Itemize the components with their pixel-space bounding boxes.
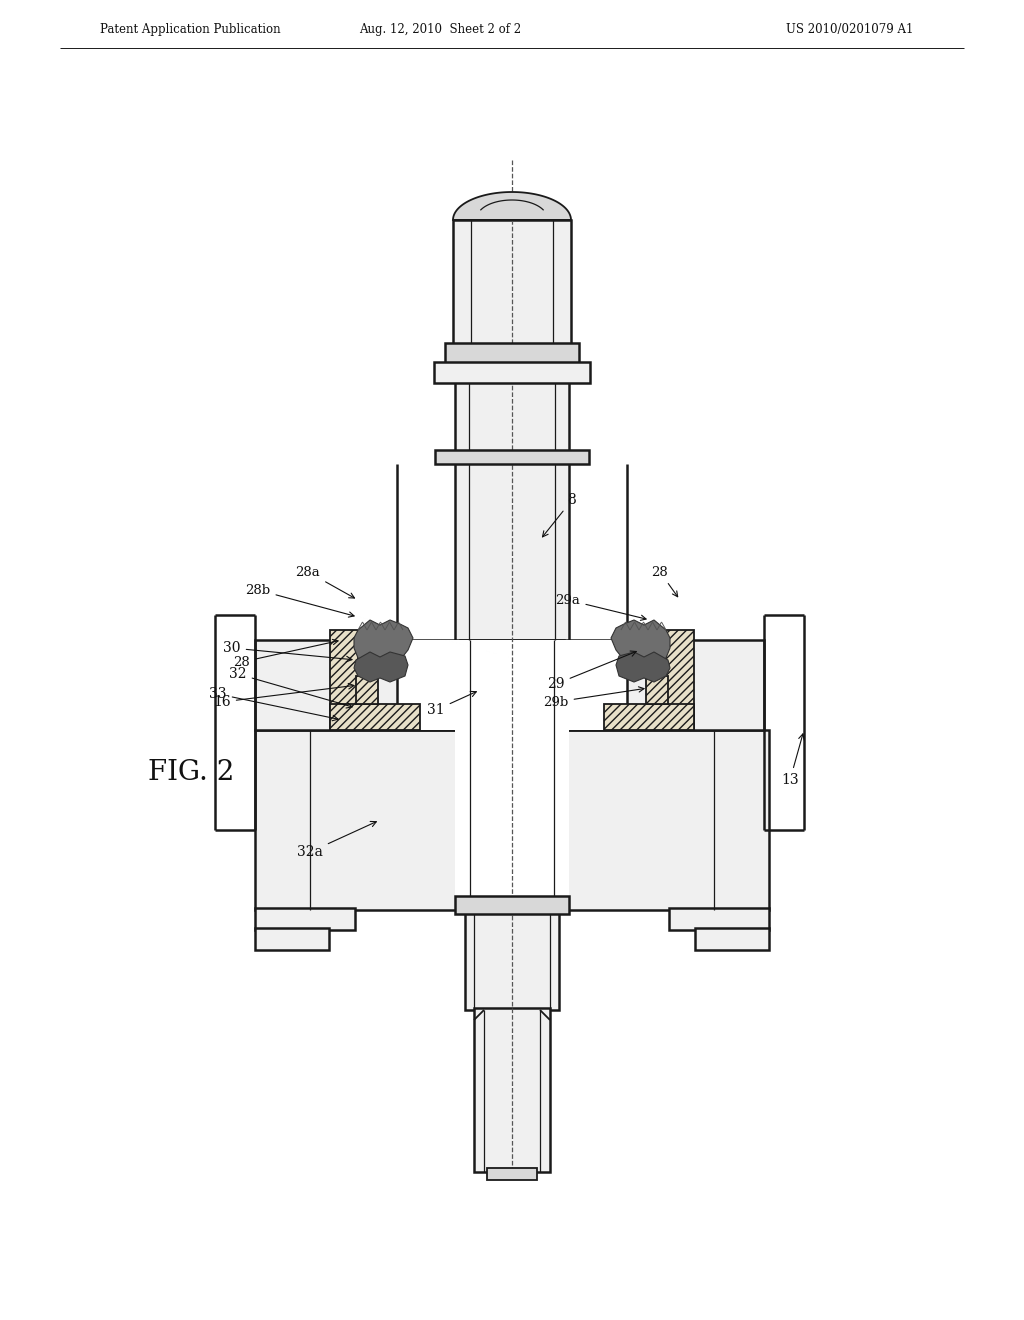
Polygon shape <box>354 652 408 682</box>
Polygon shape <box>453 191 571 220</box>
Text: 8: 8 <box>543 492 577 537</box>
Text: 28b: 28b <box>246 583 354 618</box>
Bar <box>434 362 590 383</box>
Bar <box>455 730 569 909</box>
Text: 29a: 29a <box>556 594 646 620</box>
Bar <box>255 928 329 950</box>
Bar <box>255 908 355 931</box>
Text: 28: 28 <box>651 565 678 597</box>
Bar <box>397 640 627 730</box>
Polygon shape <box>611 620 670 665</box>
Bar <box>255 730 460 909</box>
Text: 16: 16 <box>213 684 354 709</box>
Bar <box>356 676 378 704</box>
Text: 31: 31 <box>427 692 476 717</box>
Text: 30: 30 <box>223 642 352 661</box>
Text: 29b: 29b <box>544 686 644 709</box>
Text: FIG. 2: FIG. 2 <box>148 759 234 785</box>
Bar <box>455 380 569 640</box>
Text: 32: 32 <box>229 667 352 708</box>
Bar <box>435 450 589 465</box>
Bar <box>330 630 358 730</box>
Text: Patent Application Publication: Patent Application Publication <box>100 24 281 37</box>
Bar <box>255 640 764 730</box>
Text: Aug. 12, 2010  Sheet 2 of 2: Aug. 12, 2010 Sheet 2 of 2 <box>359 24 521 37</box>
Bar <box>445 343 579 364</box>
Text: 33: 33 <box>209 686 338 721</box>
Bar <box>669 908 769 931</box>
Text: 29: 29 <box>547 651 636 690</box>
Bar <box>474 1008 550 1172</box>
Text: US 2010/0201079 A1: US 2010/0201079 A1 <box>786 24 913 37</box>
Bar <box>487 1168 537 1180</box>
Polygon shape <box>354 620 413 665</box>
Bar <box>666 630 694 730</box>
Bar <box>695 928 769 950</box>
Text: 28a: 28a <box>296 565 354 598</box>
Polygon shape <box>616 652 670 682</box>
Bar <box>646 676 668 704</box>
Bar <box>465 909 559 1010</box>
Text: 32a: 32a <box>297 821 377 859</box>
Bar <box>564 730 769 909</box>
Bar <box>455 896 569 913</box>
Text: 13: 13 <box>781 734 804 787</box>
Bar <box>453 220 571 345</box>
Bar <box>330 704 420 730</box>
Text: 28: 28 <box>233 639 338 668</box>
Bar <box>460 640 564 900</box>
Bar <box>604 704 694 730</box>
